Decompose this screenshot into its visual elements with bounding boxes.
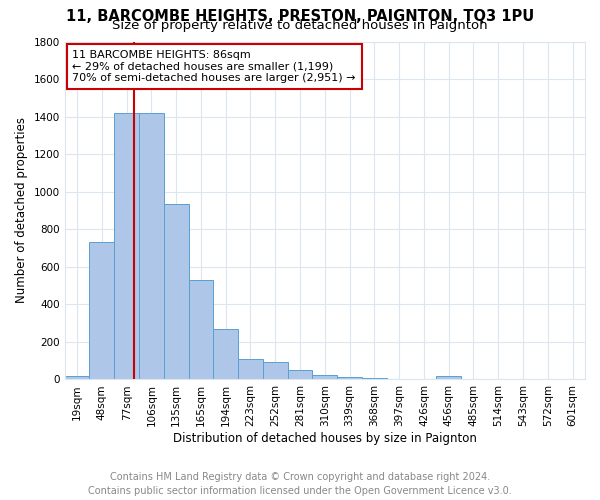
- Bar: [362, 378, 387, 380]
- Bar: [511, 379, 535, 380]
- Bar: [89, 242, 114, 380]
- Bar: [436, 376, 461, 380]
- Bar: [412, 378, 436, 380]
- Bar: [287, 370, 313, 380]
- Y-axis label: Number of detached properties: Number of detached properties: [15, 118, 28, 304]
- Text: 11, BARCOMBE HEIGHTS, PRESTON, PAIGNTON, TQ3 1PU: 11, BARCOMBE HEIGHTS, PRESTON, PAIGNTON,…: [66, 9, 534, 24]
- Bar: [263, 362, 287, 380]
- Bar: [313, 375, 337, 380]
- Bar: [164, 204, 188, 380]
- Bar: [461, 379, 486, 380]
- Bar: [188, 280, 214, 380]
- Bar: [238, 359, 263, 380]
- Bar: [114, 113, 139, 380]
- Text: 11 BARCOMBE HEIGHTS: 86sqm
← 29% of detached houses are smaller (1,199)
70% of s: 11 BARCOMBE HEIGHTS: 86sqm ← 29% of deta…: [73, 50, 356, 83]
- Bar: [387, 378, 412, 380]
- Bar: [214, 329, 238, 380]
- Text: Contains HM Land Registry data © Crown copyright and database right 2024.
Contai: Contains HM Land Registry data © Crown c…: [88, 472, 512, 496]
- Bar: [65, 376, 89, 380]
- Bar: [337, 376, 362, 380]
- Bar: [139, 113, 164, 380]
- X-axis label: Distribution of detached houses by size in Paignton: Distribution of detached houses by size …: [173, 432, 477, 445]
- Text: Size of property relative to detached houses in Paignton: Size of property relative to detached ho…: [112, 19, 488, 32]
